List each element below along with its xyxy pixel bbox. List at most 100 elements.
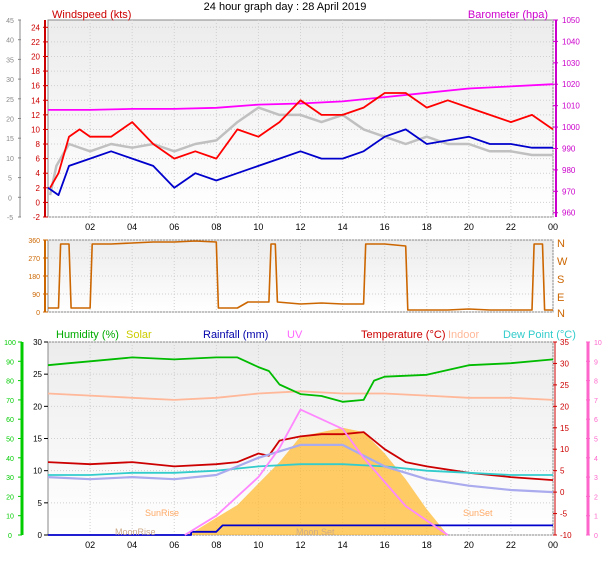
x-tick-label: 12 [295,540,305,550]
uv-axis-tick-label: 2 [594,494,598,501]
outer-wind-axis-tick-label: 10 [6,156,14,163]
gust-series [48,106,553,196]
dir-series [48,240,553,311]
humidity-axis-tick-label: 80 [6,379,14,386]
value-axis-tick-label: 5 [38,499,43,508]
direction-axis-tick-label: 270 [28,256,40,263]
barometer-axis-tick-label: 1020 [562,80,580,89]
windspeed-axis-tick-label: 2 [36,184,41,193]
windspeed-axis-label: Windspeed (kts) [52,9,131,21]
value-axis-tick-label: 0 [38,531,43,540]
windspeed-axis-tick-label: 22 [31,38,40,47]
windspeed-axis-tick-label: 14 [31,96,40,105]
legend-temperature: Temperature (°C) [361,329,445,341]
x-tick-label: 18 [422,222,432,232]
moonset-label: Moon Set [296,527,335,537]
direction-axis-tick-label: 90 [32,292,40,299]
windspeed-axis-tick-label: 6 [36,155,41,164]
humidity-axis-tick-label: 50 [6,437,14,444]
sunset-label: SunSet [463,508,493,518]
temperature-right-axis-tick-label: 0 [560,488,565,497]
x-tick-label: 04 [127,222,137,232]
outer-wind-axis-tick-label: 25 [6,97,14,104]
windspeed-axis-tick-label: 10 [31,125,40,134]
windspeed-axis-tick-label: 16 [31,82,40,91]
x-tick-label: 02 [85,222,95,232]
temperature-right-axis-tick-label: -5 [560,510,568,519]
windspeed-axis-tick-label: 18 [31,67,40,76]
compass-labels: N W S E N [557,238,568,320]
temp-series [47,431,554,481]
uv-axis-tick-label: 4 [594,456,598,463]
temperature-right-axis-tick-label: 15 [560,424,569,433]
legend-indoor: Indoor [448,329,480,341]
barometer-axis-tick-label: 1040 [562,37,580,46]
x-tick-label: 18 [422,540,432,550]
x-tick-label: 22 [506,222,516,232]
direction-panel-axes: 0 90 180 270 360 [28,238,48,317]
legend-dew-point: Dew Point (°C) [503,329,576,341]
temperature-right-axis-tick-label: 5 [560,467,565,476]
windspeed-axis-tick-label: 0 [36,198,41,207]
outer-wind-axis-tick-label: 0 [8,195,12,202]
value-axis-tick-label: 25 [33,370,42,379]
direction-axis-tick-label: 0 [36,310,40,317]
temperature-right-axis-tick-label: 35 [560,338,569,347]
astro-labels: SunRise SunSet MoonRise Moon Set [115,508,493,537]
humidity-axis-tick-label: 60 [6,417,14,424]
x-tick-label: 02 [85,540,95,550]
dew-series [48,463,553,476]
sunrise-label: SunRise [145,508,179,518]
temperature-right-axis-tick-label: 10 [560,445,569,454]
humidity-axis-tick-label: 40 [6,456,14,463]
x-tick-label: 06 [169,540,179,550]
humidity-axis-tick-label: 30 [6,475,14,482]
barometer-axis-tick-label: 980 [562,166,576,175]
uv-axis-tick-label: 0 [594,533,598,540]
temperature-panel-series [47,356,554,536]
outer-wind-axis-tick-label: 30 [6,77,14,84]
temperature-legend: Humidity (%) Solar Rainfall (mm) UV Temp… [56,329,576,341]
direction-axis-tick-label: 180 [28,274,40,281]
wind-panel-series [47,83,554,197]
windspeed-axis-tick-label: 24 [31,23,40,32]
humidity-axis-tick-label: 0 [8,533,12,540]
wind-panel-frame [47,19,554,218]
avg-series [47,128,553,197]
humidity-axis-tick-label: 100 [4,340,16,347]
x-tick-label: 22 [506,540,516,550]
indoor-series [47,390,554,401]
legend-uv: UV [287,329,303,341]
graph-title: 24 hour graph day : 28 April 2019 [204,1,367,13]
x-tick-label: 12 [295,222,305,232]
moonrise-label: MoonRise [115,527,156,537]
humidity-series [47,356,554,403]
direction-panel-series [48,240,553,311]
outer-wind-axis-tick-label: 5 [8,176,12,183]
x-tick-label: 14 [338,540,348,550]
value-axis-tick-label: 30 [33,338,42,347]
barometer-axis-tick-label: 1010 [562,102,580,111]
temperature-right-axis-tick-label: 25 [560,381,569,390]
x-tick-label: 04 [127,540,137,550]
uv-axis-tick-label: 8 [594,379,598,386]
x-tick-label: 20 [464,540,474,550]
outer-wind-axis-tick-label: 15 [6,136,14,143]
uv-axis-tick-label: 3 [594,475,598,482]
value-axis-tick-label: 15 [33,435,42,444]
uv-axis-tick-label: 10 [594,340,602,347]
x-tick-label: 10 [253,540,263,550]
windspeed-axis-tick-label: 20 [31,52,40,61]
uv-axis-tick-label: 9 [594,359,598,366]
rain-series [48,524,553,536]
uv-axis-tick-label: 6 [594,417,598,424]
wind-panel-axes: 02 04 06 08 10 12 14 16 18 20 22 00-505101520253035… [6,16,580,232]
windspeed-axis-tick-label: 4 [36,169,41,178]
x-tick-label: 08 [211,222,221,232]
humidity-axis-tick-label: 10 [6,514,14,521]
barometer-axis-tick-label: 990 [562,144,576,153]
wind-series [49,92,554,189]
compass-label-e: E [557,292,564,304]
temperature-right-axis-tick-label: 30 [560,359,569,368]
